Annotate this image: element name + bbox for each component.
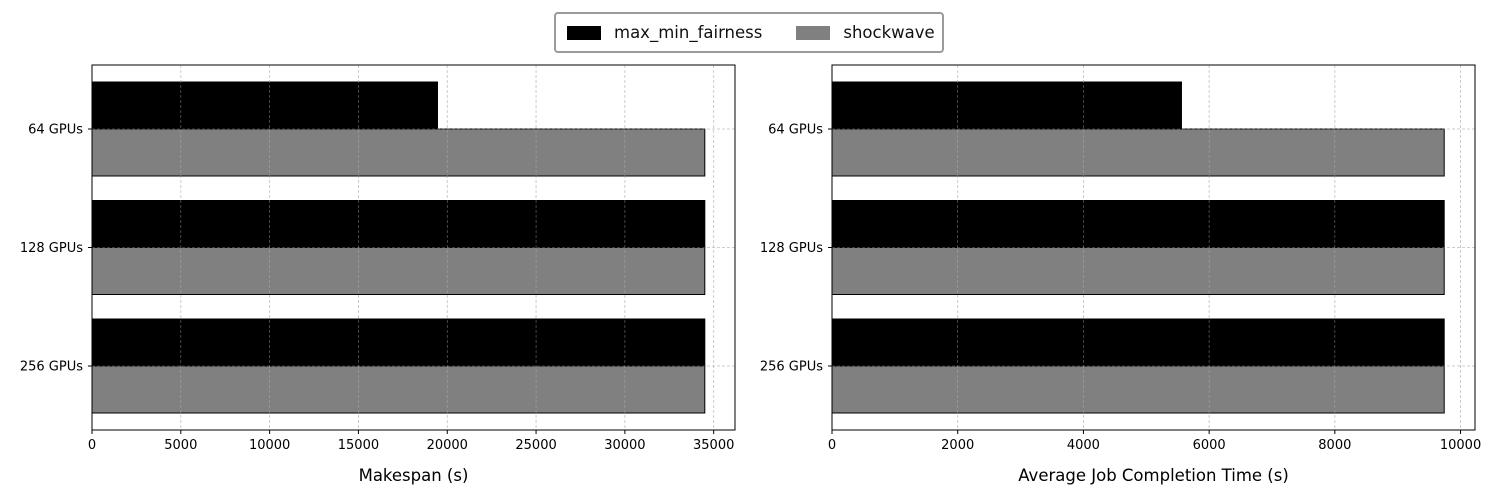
x-axis-title: Makespan (s) (359, 466, 469, 485)
bar-shockwave-64-gpus (91, 128, 706, 177)
y-tick-label: 256 GPUs (760, 360, 823, 375)
chart-legend: max_min_fairness shockwave (554, 12, 944, 53)
legend-swatch-max-min-fairness (567, 25, 601, 40)
x-tick-label: 5000 (164, 438, 197, 453)
x-tick-label: 8000 (1318, 438, 1351, 453)
x-tick: 6000 (1193, 430, 1226, 453)
x-tick-label: 0 (88, 438, 96, 453)
y-tick-label: 256 GPUs (20, 360, 83, 375)
chart-panel-2: 0 2000 4000 6000 8000 10000 64 GPUs 128 GPUs 256… (760, 64, 1481, 485)
x-tick: 0 (828, 430, 836, 453)
legend-label-shockwave: shockwave (843, 23, 935, 42)
x-tick-label: 20000 (427, 438, 468, 453)
x-tick: 20000 (427, 430, 468, 453)
x-tick: 10000 (1440, 430, 1481, 453)
x-tick: 30000 (604, 430, 646, 453)
y-tick: 64 GPUs (768, 123, 832, 138)
bar-max-min-fairness-128-gpus (91, 200, 706, 248)
x-tick: 25000 (515, 430, 557, 453)
bar-max-min-fairness-64-gpus (91, 81, 438, 130)
y-tick: 256 GPUs (20, 360, 92, 375)
legend-swatch-shockwave (796, 25, 831, 40)
x-tick: 2000 (941, 430, 974, 453)
x-tick-label: 30000 (604, 438, 645, 453)
y-tick: 256 GPUs (760, 360, 832, 375)
bar-shockwave-256-gpus (831, 365, 1445, 414)
x-tick-label: 35000 (693, 438, 734, 453)
x-tick: 10000 (249, 430, 290, 453)
bar-max-min-fairness-256-gpus (91, 318, 706, 367)
x-tick: 5000 (164, 430, 197, 453)
legend-item-max-min-fairness: max_min_fairness (567, 23, 762, 42)
bar-shockwave-256-gpus (91, 365, 706, 414)
x-tick: 0 (88, 430, 96, 453)
x-tick-label: 2000 (941, 438, 974, 453)
bar-shockwave-128-gpus (91, 247, 706, 295)
x-tick: 4000 (1067, 430, 1100, 453)
y-tick-label: 128 GPUs (20, 241, 83, 256)
bar-max-min-fairness-256-gpus (831, 318, 1445, 367)
legend-label-max-min-fairness: max_min_fairness (614, 23, 763, 42)
x-tick-label: 10000 (1440, 438, 1481, 453)
x-tick: 15000 (338, 430, 379, 453)
y-tick: 128 GPUs (20, 241, 92, 256)
y-tick-label: 64 GPUs (768, 123, 823, 138)
y-tick-label: 64 GPUs (28, 123, 83, 138)
y-tick: 128 GPUs (760, 241, 832, 256)
bar-shockwave-128-gpus (831, 247, 1445, 295)
x-tick-label: 25000 (515, 438, 556, 453)
bar-max-min-fairness-128-gpus (831, 200, 1445, 248)
x-tick-label: 15000 (338, 438, 379, 453)
x-axis-title: Average Job Completion Time (s) (1018, 466, 1289, 485)
bar-shockwave-64-gpus (831, 128, 1445, 177)
x-tick-label: 4000 (1067, 438, 1100, 453)
chart-panel-1: 0 5000 10000 15000 20000 25000 30000 35000 64 GP… (20, 64, 736, 485)
x-tick-label: 10000 (249, 438, 290, 453)
y-tick: 64 GPUs (28, 123, 92, 138)
bar-max-min-fairness-64-gpus (831, 81, 1182, 130)
x-tick: 8000 (1318, 430, 1351, 453)
x-tick: 35000 (693, 430, 734, 453)
y-tick-label: 128 GPUs (760, 241, 823, 256)
legend-item-shockwave: shockwave (796, 23, 935, 42)
x-tick-label: 6000 (1193, 438, 1226, 453)
x-tick-label: 0 (828, 438, 836, 453)
